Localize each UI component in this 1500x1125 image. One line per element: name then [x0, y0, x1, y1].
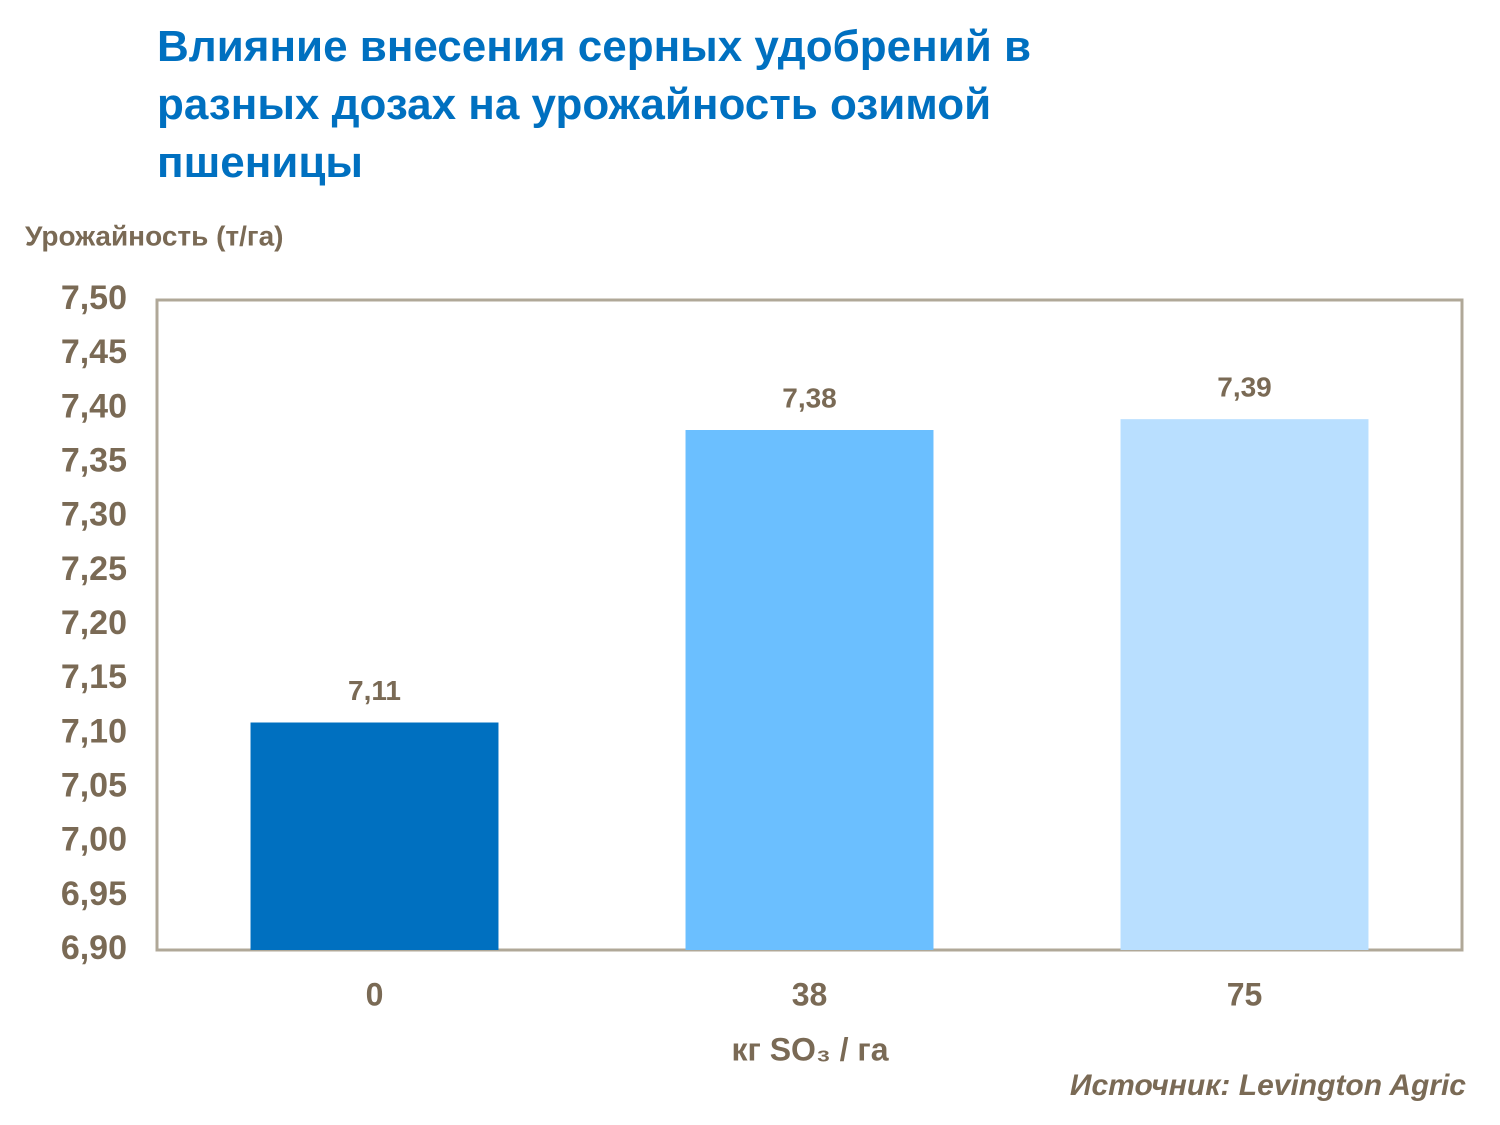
- source: Источник: Levington Agric: [1070, 1069, 1466, 1102]
- y-tick-label: 7,30: [61, 496, 127, 534]
- y-tick-label: 7,45: [61, 333, 127, 371]
- y-tick-label: 7,40: [61, 387, 127, 425]
- bar: [685, 430, 934, 950]
- y-tick-label: 7,25: [61, 550, 127, 588]
- y-tick-label: 7,15: [61, 658, 127, 696]
- x-axis-label: кг SO₃ / га: [731, 1031, 888, 1067]
- x-tick-label: 75: [1227, 976, 1263, 1012]
- y-tick-label: 7,05: [61, 766, 127, 804]
- y-tick-label: 6,90: [61, 929, 127, 967]
- bar: [250, 722, 499, 950]
- y-tick-label: 7,35: [61, 441, 127, 479]
- y-tick-label: 7,10: [61, 712, 127, 750]
- value-label: 7,11: [348, 675, 401, 706]
- y-axis-label: Урожайность (т/га): [25, 220, 283, 251]
- value-label: 7,39: [1217, 372, 1272, 403]
- value-label: 7,38: [782, 382, 837, 413]
- y-tick-label: 7,50: [61, 279, 127, 317]
- bar: [1120, 419, 1369, 951]
- y-tick-label: 7,00: [61, 821, 127, 859]
- x-tick-label: 0: [366, 976, 384, 1012]
- y-tick-label: 6,95: [61, 875, 127, 913]
- y-tick-label: 7,20: [61, 604, 127, 642]
- chart-title: Влияние внесения серных удобрений в разн…: [157, 22, 1032, 187]
- x-tick-label: 38: [792, 976, 828, 1012]
